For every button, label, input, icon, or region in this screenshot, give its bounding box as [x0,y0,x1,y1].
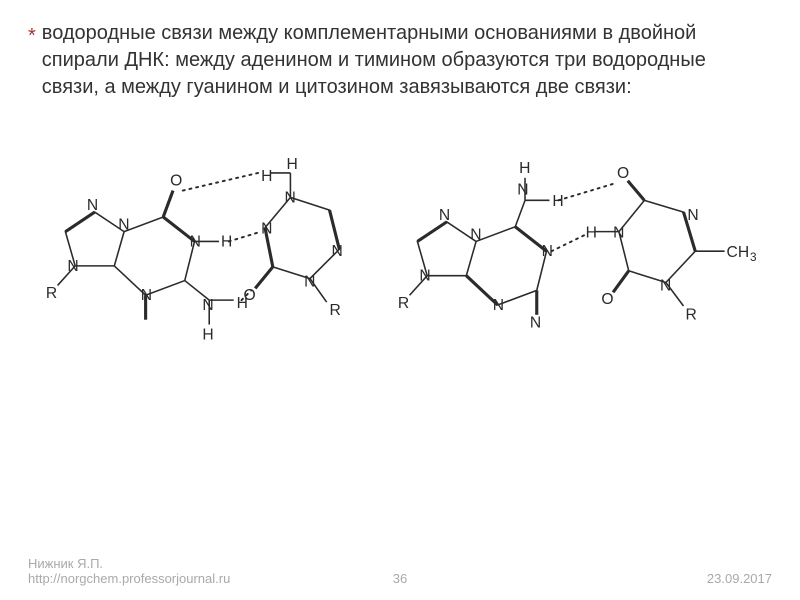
svg-text:N: N [141,287,152,304]
svg-text:N: N [67,258,78,275]
svg-text:N: N [688,207,699,224]
svg-text:N: N [190,233,201,250]
svg-text:H: H [261,168,272,185]
chemistry-diagrams: N N N R N N O H N H H H H N N N O N R [28,151,772,371]
footer-date: 23.09.2017 [707,571,772,586]
svg-text:N: N [332,243,343,260]
svg-text:CH: CH [727,244,750,261]
svg-text:N: N [285,189,296,206]
svg-text:N: N [493,297,504,314]
svg-text:O: O [170,173,182,190]
at-pair-diagram: N N N R N N N N H H O N H N O N R CH 3 [390,151,762,371]
svg-text:N: N [613,225,624,242]
svg-text:N: N [261,221,272,238]
bullet-glyph: * [28,22,36,50]
svg-text:N: N [420,268,431,285]
svg-text:N: N [530,315,541,332]
slide-footer: Нижник Я.П. http://norgchem.professorjou… [28,556,772,586]
svg-text:H: H [202,326,213,343]
svg-text:H: H [221,233,232,250]
gc-pair-diagram: N N N R N N O H N H H H H N N N O N R [38,151,390,371]
svg-text:N: N [304,273,315,290]
svg-text:N: N [87,197,98,214]
svg-text:N: N [202,297,213,314]
svg-text:H: H [586,225,597,242]
svg-text:O: O [617,165,629,182]
svg-text:H: H [553,193,564,210]
svg-text:3: 3 [750,251,757,264]
svg-text:N: N [660,277,671,294]
svg-text:N: N [542,243,553,260]
footer-author: Нижник Я.П. http://norgchem.professorjou… [28,556,230,586]
svg-text:R: R [46,285,57,302]
svg-text:N: N [470,226,481,243]
main-paragraph: водородные связи между комплементарными … [42,20,762,101]
svg-text:H: H [287,156,298,173]
svg-text:H: H [519,160,530,177]
svg-text:R: R [686,307,697,324]
svg-text:N: N [118,217,129,234]
svg-text:O: O [243,287,255,304]
svg-text:R: R [398,295,409,312]
svg-text:N: N [439,207,450,224]
svg-text:N: N [517,181,528,198]
svg-text:O: O [602,291,614,308]
footer-page-number: 36 [393,571,407,586]
svg-text:R: R [330,302,341,319]
